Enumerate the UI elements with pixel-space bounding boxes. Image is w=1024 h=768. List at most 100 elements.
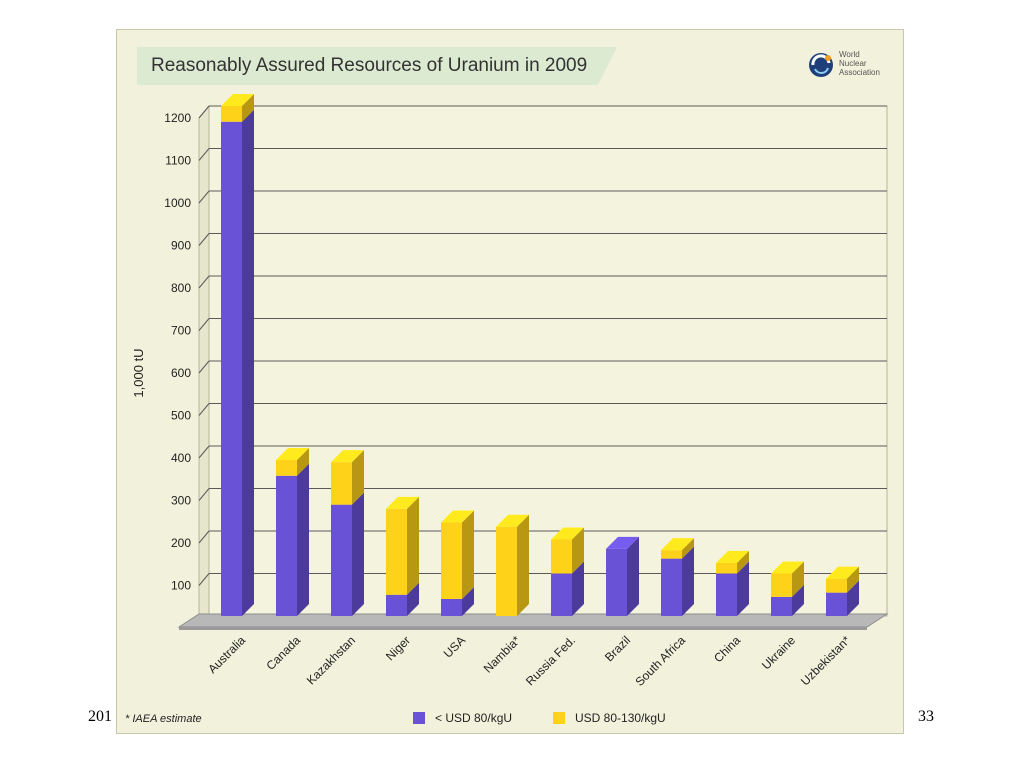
bar-front (386, 594, 407, 616)
bar-front (551, 573, 572, 616)
bar-front (826, 592, 847, 616)
x-category-label: Nambia* (481, 633, 524, 676)
y-tick-label: 1100 (165, 154, 191, 168)
x-category-label: Canada (263, 633, 303, 673)
bar-side (407, 582, 419, 616)
bar-top (386, 496, 419, 509)
bar-top (441, 510, 474, 523)
title-band: Reasonably Assured Resources of Uranium … (137, 47, 617, 85)
bar-side (682, 538, 694, 559)
bar-top (221, 94, 254, 106)
x-category-label: Ukraine (759, 633, 798, 672)
bar-front (606, 548, 627, 616)
legend-label-primary: < USD 80/kgU (435, 711, 513, 725)
gridline-side (198, 403, 210, 416)
y-tick-label: 100 (171, 579, 191, 593)
bar-side (682, 546, 694, 616)
bar-top (496, 514, 529, 527)
bar-side (297, 463, 309, 616)
organization-logo: World Nuclear Association (807, 48, 897, 82)
bar-front (221, 106, 242, 122)
legend-item-secondary: USD 80-130/kgU (553, 711, 666, 725)
y-tick-label: 700 (171, 324, 191, 338)
legend-label-secondary: USD 80-130/kgU (575, 711, 666, 725)
bar-front (771, 573, 792, 597)
bar-top (771, 561, 804, 574)
bar-side (297, 448, 309, 476)
bar-side (847, 566, 859, 593)
bar-front (661, 558, 682, 616)
bar-front (221, 121, 242, 616)
bar-top (276, 448, 309, 461)
logo-text-line: Nuclear (839, 59, 867, 68)
bar-side (737, 561, 749, 616)
bar-front (441, 599, 462, 616)
globe-logo-icon (809, 53, 833, 77)
bar-side (627, 536, 639, 616)
chart-title: Reasonably Assured Resources of Uranium … (151, 55, 588, 76)
legend-item-primary: < USD 80/kgU (413, 711, 512, 725)
plot-floor-edge (179, 627, 867, 630)
y-tick-label: 300 (171, 494, 191, 508)
gridline-side (198, 190, 210, 204)
slide-page-number: 33 (918, 708, 934, 725)
y-axis-label: 1,000 tU (131, 348, 146, 397)
bar-front (661, 550, 682, 559)
bar-side (572, 527, 584, 574)
bar-front (551, 539, 572, 574)
bar-front (386, 508, 407, 595)
chart-footnote: * IAEA estimate (125, 713, 202, 725)
gridline-side (198, 148, 210, 161)
bar-side (352, 492, 364, 616)
legend-swatch-secondary (553, 712, 565, 724)
bar-front (771, 596, 792, 616)
gridline-side (198, 488, 210, 501)
bar-top (606, 536, 639, 549)
bar-front (826, 578, 847, 593)
gridline-side (198, 233, 210, 246)
gridline-side (198, 275, 210, 289)
logo-text: World Nuclear Association (839, 50, 895, 77)
x-category-label: Kazakhstan (304, 633, 358, 687)
bar-side (352, 450, 364, 505)
x-category-label: Australia (205, 633, 248, 676)
bar-side (462, 510, 474, 599)
bar-top (661, 538, 694, 551)
bar-front (496, 526, 517, 616)
bar-side (737, 550, 749, 574)
x-category-label: Niger (383, 633, 413, 663)
y-tick-label: 1200 (164, 111, 191, 125)
bar-front (331, 504, 352, 616)
x-category-label: Uzbekistan* (798, 633, 853, 688)
bar-side (572, 561, 584, 616)
gridline-side (198, 530, 210, 544)
bar-side (847, 580, 859, 616)
logo-text-line: World (839, 50, 860, 59)
logo-text-line: Association (839, 68, 880, 77)
bar-front (716, 562, 737, 574)
bar-side (407, 496, 419, 595)
gridline-side (198, 318, 210, 331)
gridline-side (198, 360, 210, 374)
x-category-label: Brazil (602, 633, 633, 664)
y-tick-label: 800 (171, 281, 191, 295)
x-category-label: Russia Fed. (523, 633, 578, 688)
stacked-bar-chart: 100 200 300 400 500 600 700 800 900 1000 1100 1200 1… (131, 94, 889, 689)
bar-top (331, 450, 364, 463)
bar-side (242, 94, 254, 122)
bar-front (331, 462, 352, 505)
bar-front (441, 522, 462, 599)
bar-side (462, 587, 474, 616)
y-tick-label: 600 (171, 366, 191, 380)
x-category-label: China (711, 633, 743, 665)
bar-side (242, 109, 254, 616)
bar-side (517, 514, 529, 616)
gridline-side (198, 445, 210, 459)
y-tick-label: 400 (171, 451, 191, 465)
bar-front (716, 573, 737, 616)
bar-top (716, 550, 749, 563)
bar-front (276, 475, 297, 616)
bar-top (551, 527, 584, 540)
bar-side (792, 584, 804, 616)
bar-front (276, 460, 297, 476)
